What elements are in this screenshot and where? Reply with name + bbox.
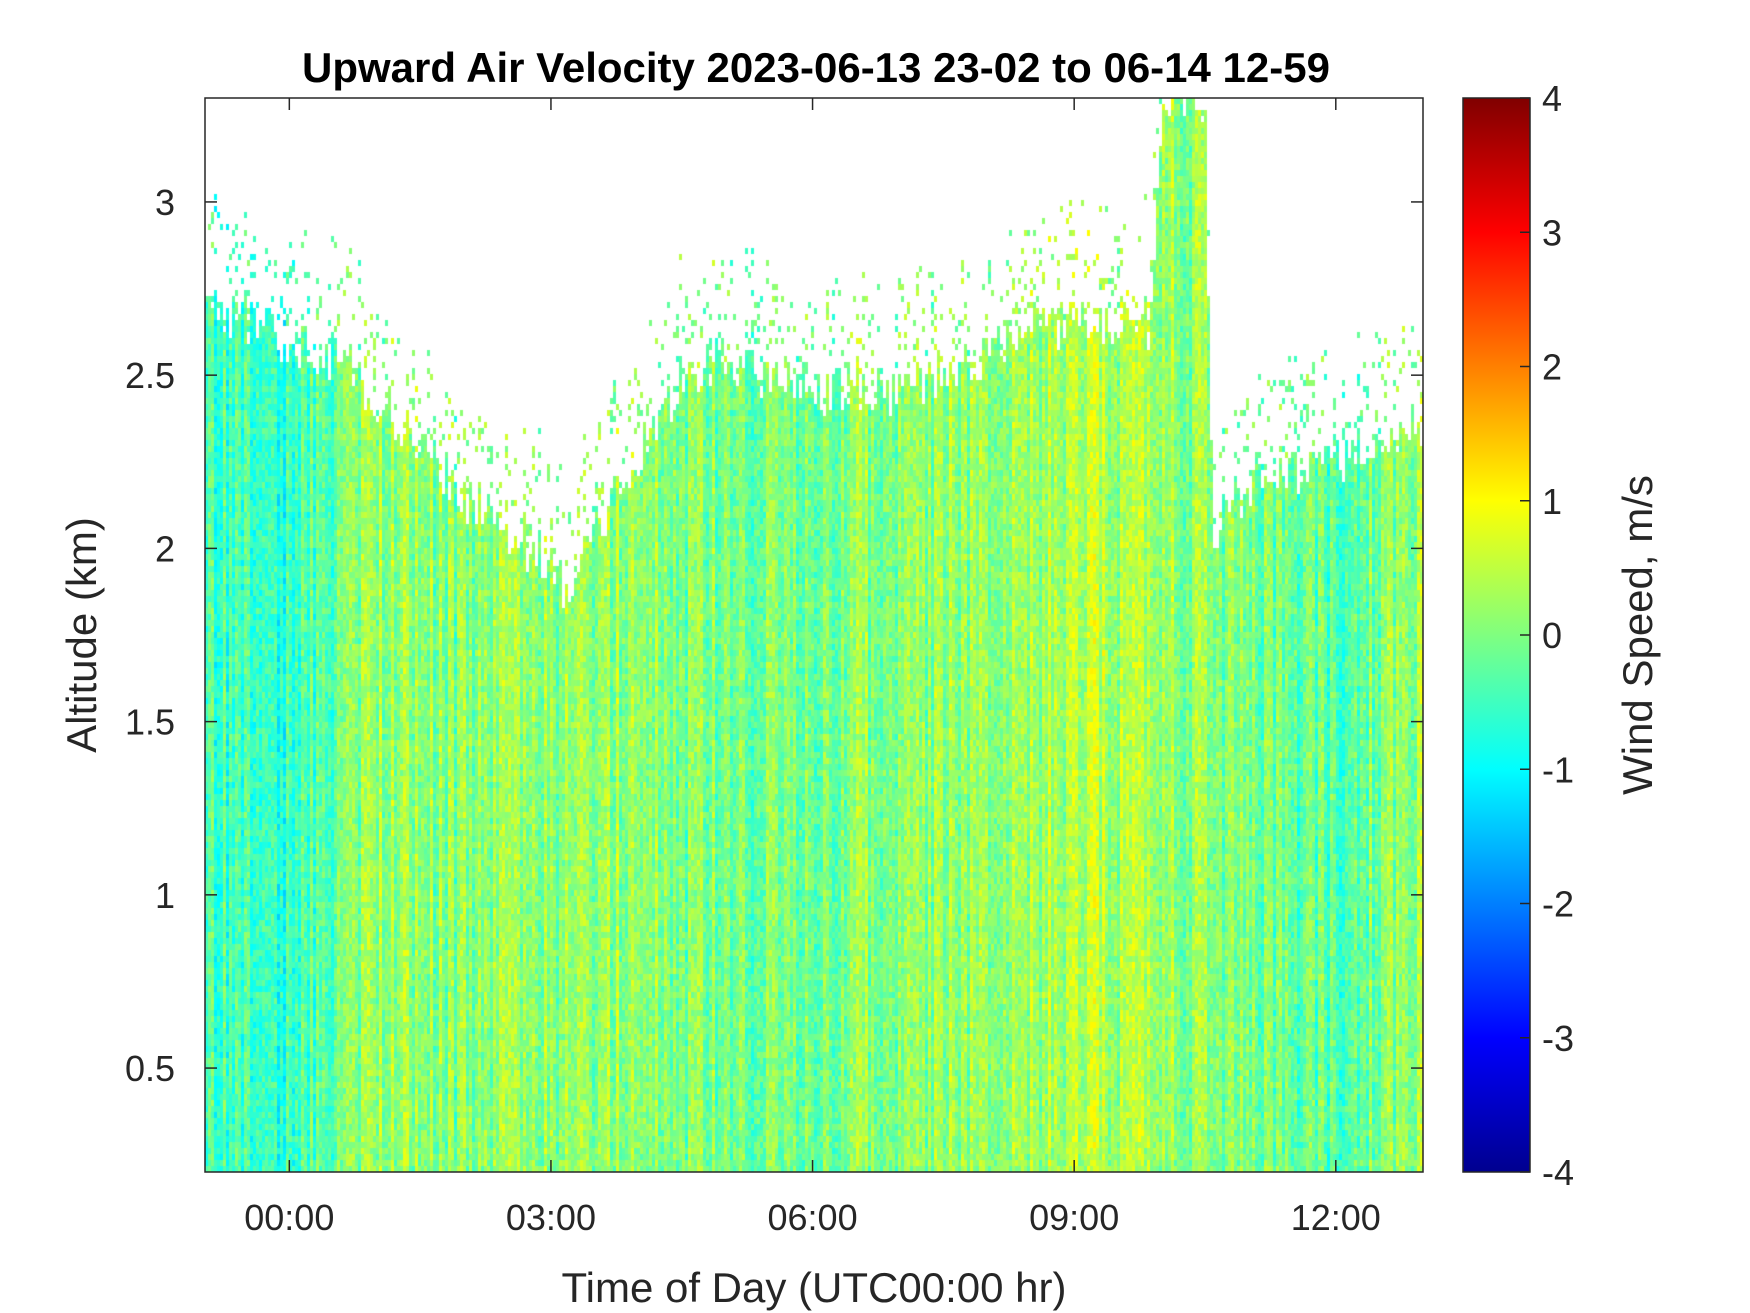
x-axis: 00:00 03:00 06:00 09:00 12:00 xyxy=(244,98,1381,1238)
colorbar-tick-label: -2 xyxy=(1542,884,1574,925)
colorbar-tick-label: -3 xyxy=(1542,1018,1574,1059)
y-tick-label: 2.5 xyxy=(125,355,175,396)
plot-frame xyxy=(204,97,1424,1173)
colorbar-tick-label: -1 xyxy=(1542,749,1574,790)
x-tick-label: 06:00 xyxy=(768,1197,858,1238)
heatmap-image xyxy=(205,98,1423,1172)
x-axis-label: Time of Day (UTC00:00 hr) xyxy=(562,1264,1067,1311)
x-tick-label: 03:00 xyxy=(506,1197,596,1238)
colorbar-tick-label: 1 xyxy=(1542,481,1562,522)
colorbar-axis: -4 -3 -2 -1 0 1 2 3 4 xyxy=(1520,78,1574,1193)
y-tick-label: 1 xyxy=(155,875,175,916)
y-axis-label: Altitude (km) xyxy=(58,517,105,753)
chart-title: Upward Air Velocity 2023-06-13 23-02 to … xyxy=(302,44,1330,91)
y-axis: 0.5 1 1.5 2 2.5 3 xyxy=(125,182,1423,1089)
colorbar-tick-label: 4 xyxy=(1542,78,1562,119)
x-tick-label: 09:00 xyxy=(1029,1197,1119,1238)
x-tick-label: 00:00 xyxy=(244,1197,334,1238)
y-tick-label: 0.5 xyxy=(125,1048,175,1089)
y-tick-label: 2 xyxy=(155,528,175,569)
colorbar-tick-label: 2 xyxy=(1542,347,1562,388)
y-tick-label: 1.5 xyxy=(125,702,175,743)
colorbar-tick-label: 0 xyxy=(1542,615,1562,656)
colorbar-tick-label: 3 xyxy=(1542,212,1562,253)
colorbar-tick-label: -4 xyxy=(1542,1152,1574,1193)
heatmap-canvas-holder xyxy=(205,98,1423,1172)
y-tick-label: 3 xyxy=(155,182,175,223)
colorbar-label: Wind Speed, m/s xyxy=(1614,475,1661,795)
x-tick-label: 12:00 xyxy=(1291,1197,1381,1238)
colorbar xyxy=(1462,97,1531,1173)
